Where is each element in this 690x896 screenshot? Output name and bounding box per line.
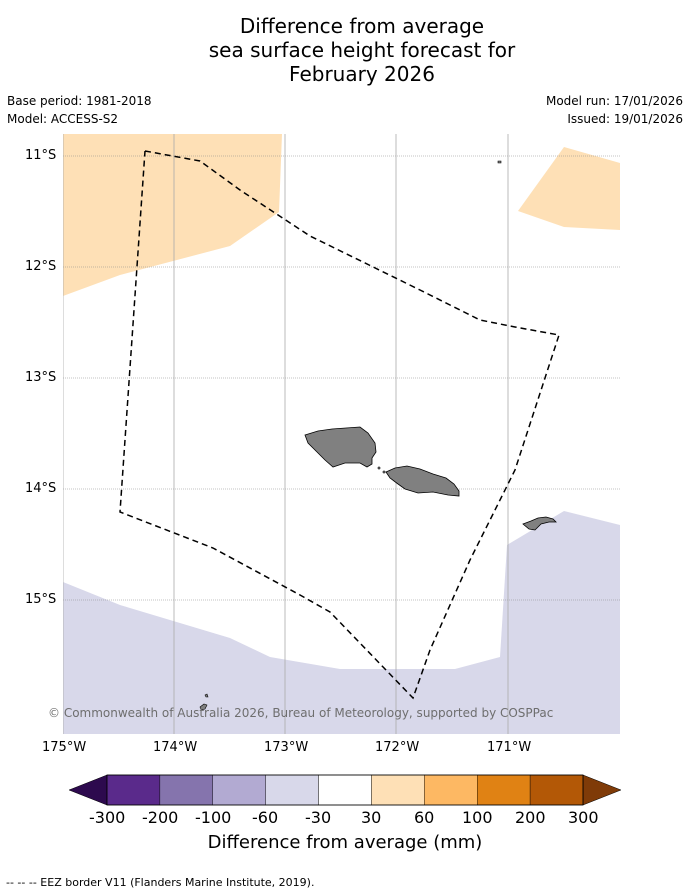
title-line-2: sea surface height forecast for: [208, 38, 516, 62]
lon-label-173w: 173°W: [264, 740, 309, 755]
colorbar-tick-label: -30: [305, 808, 332, 827]
meta-left: Base period: 1981-2018 Model: ACCESS-S2: [7, 94, 152, 130]
colorbar-tick-label: 60: [414, 808, 435, 827]
colorbar-cell: [371, 774, 425, 806]
anomaly-negative-south: [63, 511, 620, 734]
colorbar-tick-label: -200: [142, 808, 179, 827]
eez-border: [119, 150, 560, 700]
lat-label-13s: 13°S: [25, 370, 57, 385]
colorbar-tick-label: -100: [195, 808, 232, 827]
chart-title: Difference from average sea surface heig…: [0, 14, 690, 86]
colorbar-tick-label: -300: [89, 808, 126, 827]
colorbar-tick-label: 200: [515, 808, 546, 827]
lat-label-11s: 11°S: [25, 148, 57, 163]
colorbar-cell: [265, 774, 319, 806]
colorbar-tick-label: 30: [361, 808, 382, 827]
colorbar-under-arrow: [68, 774, 108, 806]
lat-label-15s: 15°S: [25, 592, 57, 607]
colorbar-tick-label: -60: [252, 808, 279, 827]
colorbar-title: Difference from average (mm): [207, 832, 483, 853]
colorbar-cell: [424, 774, 478, 806]
colorbar-frame: [106, 774, 584, 806]
colorbar-tick-label: 100: [462, 808, 493, 827]
colorbar-over-arrow: [582, 774, 622, 806]
islet-strait-2: [382, 470, 386, 474]
anomaly-positive-north-east: [518, 147, 620, 230]
meta-right: Model run: 17/01/2026 Issued: 19/01/2026: [546, 94, 683, 130]
islet-strait-1: [377, 466, 381, 470]
colorbar: [68, 774, 622, 806]
colorbar-cell: [159, 774, 213, 806]
lat-label-14s: 14°S: [25, 481, 57, 496]
longitude-gridlines: [63, 134, 509, 734]
copyright-notice: © Commonwealth of Australia 2026, Bureau…: [48, 706, 554, 720]
colorbar-cell: [106, 774, 161, 806]
lon-label-175w: 175°W: [42, 740, 87, 755]
lat-label-12s: 12°S: [25, 259, 57, 274]
island-upolu: [385, 465, 460, 497]
title-line-1: Difference from average: [239, 14, 485, 38]
map-plot-area: [63, 134, 620, 734]
lon-label-172w: 172°W: [375, 740, 420, 755]
eez-footnote: -- -- -- EEZ border V11 (Flanders Marine…: [6, 876, 315, 889]
islet-north: [497, 160, 502, 164]
island-savaii: [304, 426, 377, 468]
island-tutuila: [522, 516, 557, 531]
base-period: Base period: 1981-2018: [7, 94, 152, 108]
lon-label-171w: 171°W: [487, 740, 532, 755]
colorbar-cell: [477, 774, 531, 806]
lon-label-174w: 174°W: [153, 740, 198, 755]
model-run: Model run: 17/01/2026: [545, 94, 683, 108]
anomaly-positive-north-west: [63, 134, 282, 296]
model-name: Model: ACCESS-S2: [7, 112, 119, 126]
colorbar-cell: [318, 774, 372, 806]
colorbar-cell: [529, 774, 584, 806]
title-line-3: February 2026: [289, 62, 435, 86]
issued-date: Issued: 19/01/2026: [567, 112, 683, 126]
colorbar-tick-label: 300: [568, 808, 599, 827]
latitude-gridlines: [63, 155, 620, 601]
islet-south-west-small: [204, 693, 209, 698]
colorbar-cell: [212, 774, 266, 806]
colorbar-cells: [106, 774, 584, 806]
islet-south-west: [199, 703, 208, 711]
